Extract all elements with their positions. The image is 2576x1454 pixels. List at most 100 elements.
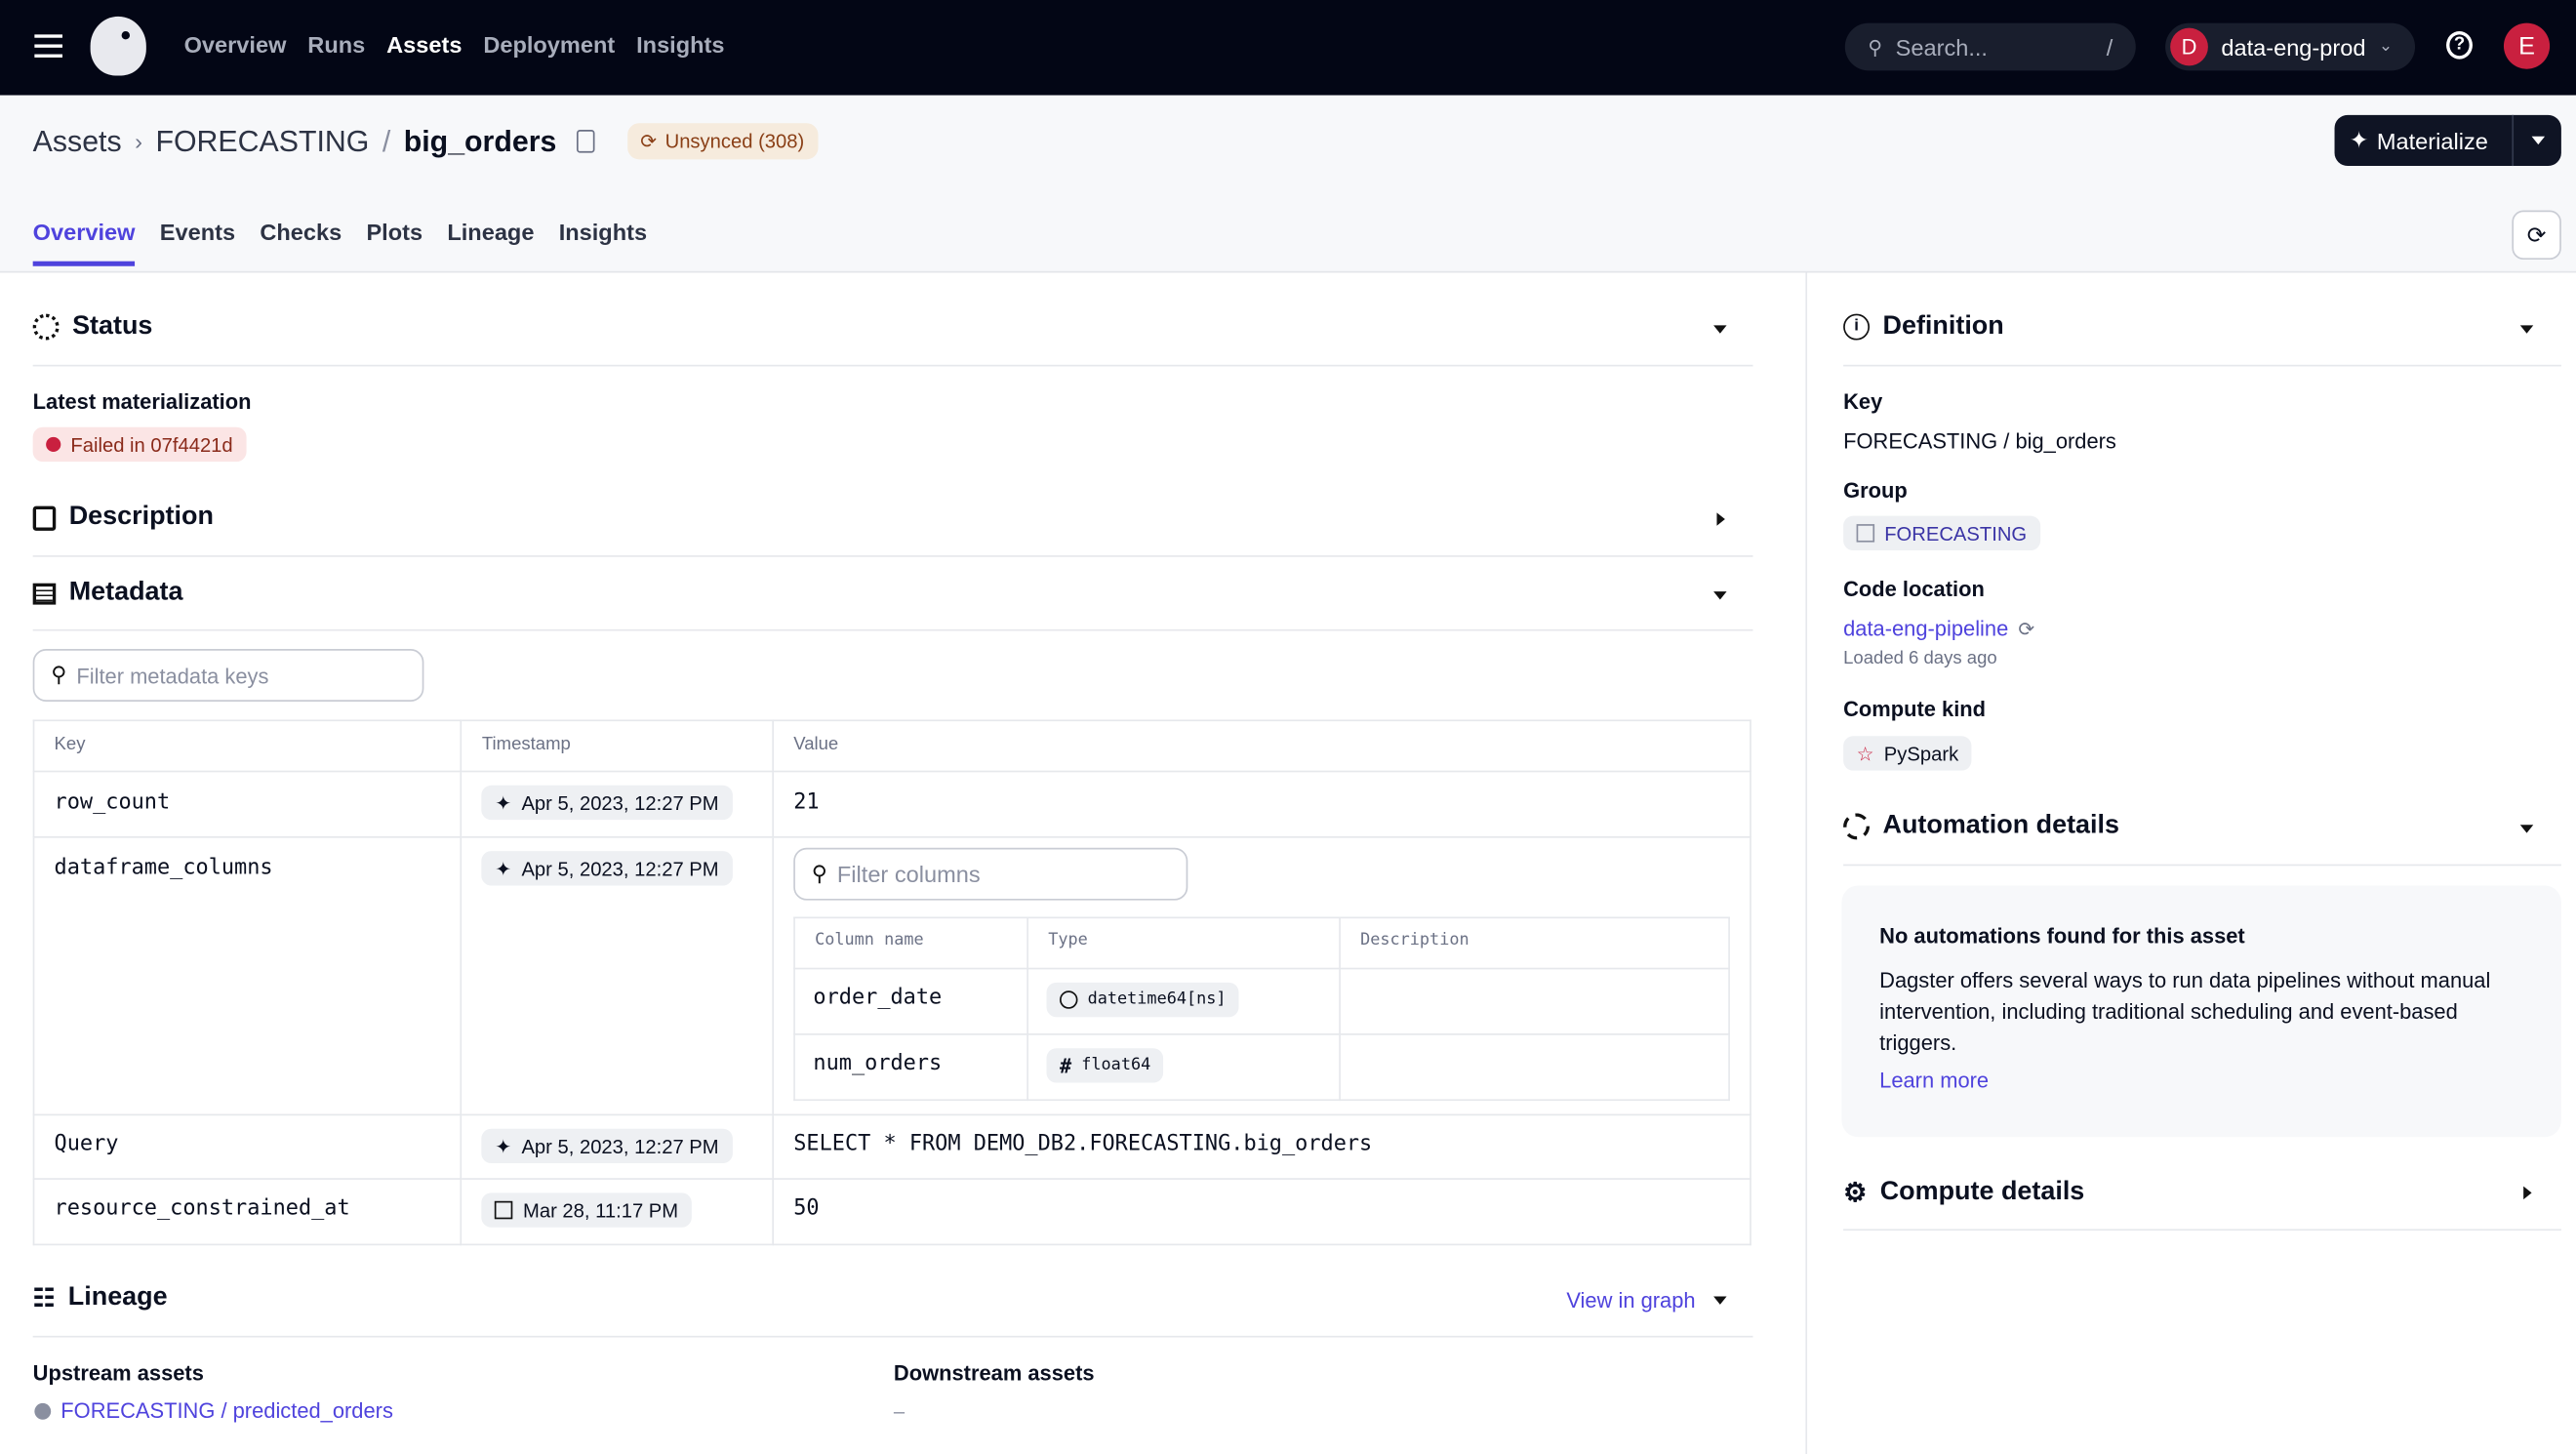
definition-section-header[interactable]: i Definition [1843, 312, 2004, 342]
panel-divider [1805, 272, 1808, 1454]
group-label: Group [1843, 477, 1908, 504]
copy-icon[interactable] [576, 130, 595, 153]
upstream-asset-link[interactable]: FORECASTING / predicted_orders [60, 1397, 393, 1424]
code-location-row: data-eng-pipeline ⟳ [1843, 616, 2034, 640]
reload-icon[interactable]: ⟳ [2018, 617, 2035, 640]
code-location-link[interactable]: data-eng-pipeline [1843, 616, 2009, 641]
upstream-asset-item: FORECASTING / predicted_orders [34, 1398, 393, 1423]
hash-icon: # [1059, 1054, 1072, 1077]
lineage-section-header[interactable]: ☷ Lineage [33, 1283, 168, 1313]
view-in-graph-link[interactable]: View in graph [1566, 1288, 1696, 1313]
timestamp-tag[interactable]: ✦ Apr 5, 2023, 12:27 PM [481, 1128, 733, 1164]
nav-overview[interactable]: Overview [183, 30, 287, 58]
table-icon [32, 582, 57, 604]
downstream-empty: – [893, 1399, 906, 1424]
compute-kind-label: Compute kind [1843, 696, 1987, 722]
divider [32, 1335, 1753, 1338]
view-in-graph-control: View in graph [1566, 1288, 1727, 1313]
timestamp-text: Apr 5, 2023, 12:27 PM [521, 790, 719, 815]
nav-runs[interactable]: Runs [307, 30, 366, 58]
collapse-definition-icon[interactable] [2519, 325, 2534, 334]
column-row: order_date datetime64[ns] [793, 967, 1730, 1035]
sparkle-icon: ✦ [495, 1134, 512, 1158]
expand-compute-details-icon[interactable] [2523, 1186, 2532, 1200]
tab-plots[interactable]: Plots [366, 218, 423, 245]
tab-events[interactable]: Events [159, 218, 236, 245]
nav-insights[interactable]: Insights [636, 30, 725, 58]
pyspark-star-icon: ☆ [1856, 742, 1874, 765]
col-header-column-name: Column name [793, 916, 1028, 970]
deployment-switcher[interactable]: D data-eng-prod ⌄ [2165, 22, 2416, 71]
tab-checks[interactable]: Checks [260, 218, 342, 245]
code-location-label: Code location [1843, 576, 1985, 602]
calendar-icon [495, 1200, 513, 1220]
materialize-dropdown-button[interactable] [2514, 115, 2561, 166]
asset-name: big_orders [403, 124, 557, 157]
compute-details-title: Compute details [1879, 1178, 2085, 1206]
breadcrumb-group[interactable]: FORECASTING [155, 124, 370, 157]
materialize-button[interactable]: ✦ Materialize [2335, 114, 2515, 167]
divider [32, 364, 1753, 367]
tab-lineage[interactable]: Lineage [447, 218, 535, 245]
metadata-key: resource_constrained_at [32, 1178, 463, 1246]
lineage-title: Lineage [67, 1282, 168, 1312]
collapse-metadata-icon[interactable] [1713, 591, 1727, 600]
automation-section-header[interactable]: Automation details [1843, 812, 2119, 841]
tab-insights[interactable]: Insights [558, 218, 648, 245]
collapse-lineage-icon[interactable] [1713, 1296, 1727, 1305]
chevron-down-icon: ⌄ [2378, 37, 2394, 57]
expand-description-icon[interactable] [1716, 512, 1725, 526]
divider [32, 555, 1753, 557]
filter-columns-input[interactable]: ⚲ Filter columns [793, 847, 1188, 901]
metadata-key: dataframe_columns [32, 836, 463, 1116]
learn-more-link[interactable]: Learn more [1879, 1068, 1990, 1093]
timestamp-tag[interactable]: ✦ Apr 5, 2023, 12:27 PM [481, 851, 733, 886]
failed-dot-icon [46, 436, 61, 453]
metadata-value: 50 [772, 1178, 1751, 1246]
collapse-automation-icon[interactable] [2519, 825, 2534, 833]
sync-warning-icon: ⟳ [640, 130, 658, 153]
dagster-logo[interactable] [90, 16, 146, 76]
type-tag: # float64 [1046, 1048, 1164, 1083]
column-name: order_date [793, 967, 1028, 1035]
col-header-value: Value [772, 719, 1751, 773]
status-spinner-icon [32, 313, 60, 341]
definition-title: Definition [1882, 311, 2004, 341]
nav-deployment[interactable]: Deployment [483, 30, 616, 58]
metadata-section-header[interactable]: Metadata [32, 578, 183, 608]
group-tag[interactable]: FORECASTING [1843, 515, 2040, 551]
timestamp-tag[interactable]: Mar 28, 11:17 PM [481, 1192, 692, 1228]
status-section-header[interactable]: Status [32, 311, 153, 342]
tab-overview[interactable]: Overview [32, 219, 136, 266]
description-section-header[interactable]: Description [32, 503, 214, 532]
col-header-type: Type [1026, 916, 1341, 970]
materialize-button-group: ✦ Materialize [2334, 114, 2561, 167]
upstream-label: Upstream assets [32, 1360, 204, 1386]
loaded-time: Loaded 6 days ago [1843, 649, 1997, 669]
refresh-button[interactable]: ⟳ [2512, 210, 2561, 261]
group-name: FORECASTING [1884, 521, 2028, 545]
sparkle-icon: ✦ [495, 857, 512, 880]
unsynced-badge[interactable]: ⟳ Unsynced (308) [626, 123, 818, 160]
search-input[interactable]: ⚲ Search... / [1844, 22, 2136, 71]
failed-badge[interactable]: Failed in 07f4421d [32, 426, 247, 463]
breadcrumb-assets[interactable]: Assets [32, 124, 122, 157]
col-header-timestamp: Timestamp [461, 719, 775, 773]
timestamp-tag[interactable]: ✦ Apr 5, 2023, 12:27 PM [481, 785, 733, 821]
collapse-status-icon[interactable] [1713, 325, 1727, 334]
metadata-title: Metadata [68, 578, 183, 607]
table-row: resource_constrained_at Mar 28, 11:17 PM… [32, 1178, 1751, 1246]
column-row: num_orders # float64 [793, 1033, 1730, 1102]
compute-kind-tag[interactable]: ☆ PySpark [1843, 736, 1972, 771]
help-icon[interactable]: ? [2446, 30, 2473, 60]
compute-details-section-header[interactable]: ⚙ Compute details [1843, 1177, 2084, 1210]
clock-icon [1059, 990, 1078, 1009]
col-header-key: Key [32, 719, 463, 773]
status-title: Status [72, 311, 153, 341]
metadata-table: Key Timestamp Value row_count ✦ Apr 5, 2023… [32, 719, 1751, 1246]
refresh-icon: ⟳ [2526, 221, 2547, 248]
nav-assets[interactable]: Assets [386, 30, 463, 58]
hamburger-menu-icon[interactable] [34, 34, 62, 58]
user-avatar[interactable]: E [2503, 22, 2551, 69]
filter-metadata-input[interactable]: ⚲ Filter metadata keys [32, 649, 424, 702]
